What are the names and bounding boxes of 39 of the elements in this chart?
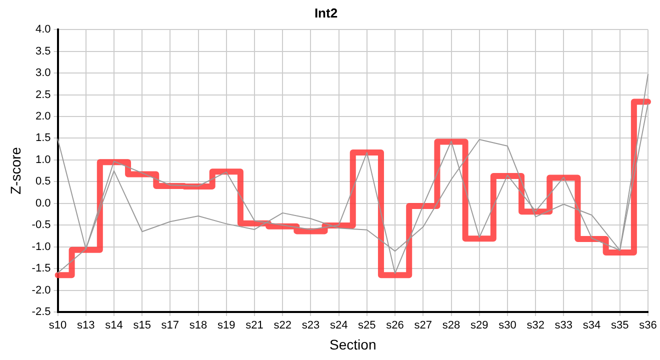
y-tick-label: -2.5: [32, 306, 51, 318]
x-tick-label: s26: [386, 320, 404, 332]
y-tick-label: -1.0: [32, 240, 51, 253]
x-tick-label: s24: [330, 320, 348, 332]
x-tick-label: s33: [554, 320, 573, 332]
x-tick-label: s14: [105, 320, 123, 332]
y-tick-label: 3.5: [35, 45, 51, 58]
x-tick-label: s32: [526, 320, 544, 332]
y-tick-label: 4.0: [35, 24, 51, 36]
x-tick-label: s29: [470, 320, 488, 332]
y-tick-label: -1.5: [32, 262, 51, 275]
y-tick-label: 2.0: [35, 110, 51, 123]
x-tick-label: s23: [302, 320, 320, 332]
x-tick-label: s28: [442, 320, 460, 332]
y-tick-label: 1.0: [35, 154, 51, 166]
y-tick-label: 2.5: [35, 88, 51, 101]
chart-title: Int2: [314, 5, 338, 20]
x-tick-label: s17: [161, 320, 180, 332]
x-tick-label: s27: [414, 320, 432, 332]
x-tick-label: s34: [582, 320, 601, 332]
y-tick-label: 0.0: [35, 197, 51, 210]
x-tick-label: s36: [639, 320, 657, 332]
y-tick-label: -2.0: [32, 284, 51, 296]
y-tick-label: 0.5: [35, 176, 51, 188]
x-tick-label: s25: [358, 320, 376, 332]
x-tick-label: s19: [218, 320, 236, 332]
x-tick-label: s35: [611, 320, 629, 332]
y-axis-title: Z-score: [7, 146, 24, 195]
x-tick-label: s10: [48, 320, 67, 332]
y-tick-label: 3.0: [35, 67, 51, 80]
x-tick-label: s15: [133, 320, 151, 332]
x-tick-label: s18: [189, 320, 208, 332]
y-tick-label: 1.5: [35, 132, 51, 144]
x-tick-label: s30: [498, 320, 516, 332]
x-tick-label: s22: [274, 320, 292, 332]
x-axis-title: Section: [330, 336, 376, 352]
x-tick-label: s21: [246, 320, 264, 332]
y-tick-label: -0.5: [32, 219, 51, 232]
x-tick-label: s13: [76, 320, 95, 332]
